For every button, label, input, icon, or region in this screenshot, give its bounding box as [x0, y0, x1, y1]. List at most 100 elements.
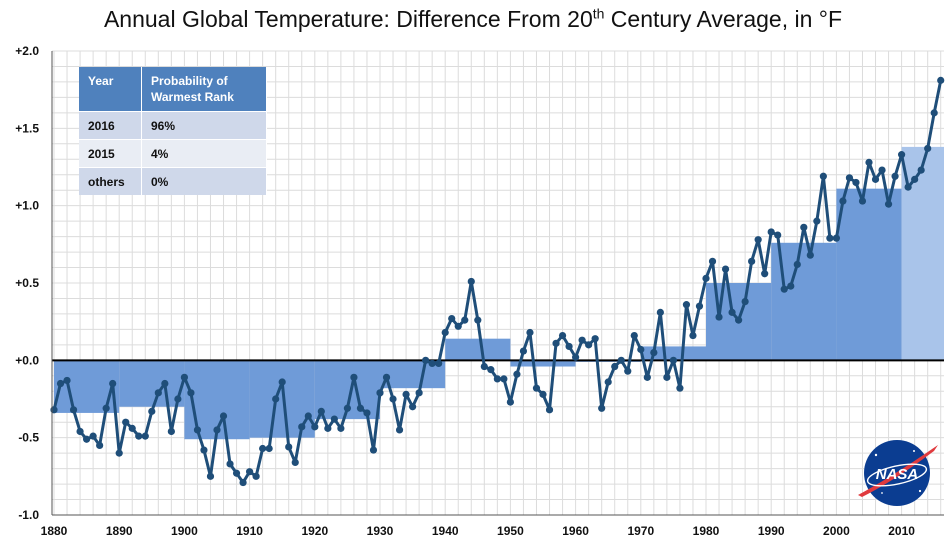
data-point — [317, 407, 325, 415]
data-point — [911, 175, 919, 183]
data-point — [878, 166, 886, 174]
data-point — [676, 384, 684, 392]
data-point — [363, 409, 371, 417]
data-point — [800, 223, 808, 231]
data-point — [565, 342, 573, 351]
data-point — [898, 151, 906, 159]
chart-title: Annual Global Temperature: Difference Fr… — [0, 6, 946, 33]
data-point — [89, 432, 97, 440]
data-point — [50, 406, 58, 414]
data-point — [526, 328, 534, 337]
x-tick-label: 1960 — [562, 524, 589, 538]
data-point — [930, 109, 938, 117]
data-point — [148, 407, 156, 415]
data-point — [128, 424, 136, 432]
data-point — [682, 301, 691, 309]
data-point — [115, 449, 123, 457]
nasa-logo-star — [913, 450, 915, 452]
y-tick-label: +2.0 — [15, 44, 39, 58]
data-point — [617, 356, 625, 364]
nasa-logo-swoosh — [858, 445, 938, 497]
data-point — [122, 418, 130, 426]
data-point — [343, 404, 351, 412]
table-header-probability: Probability of Warmest Rank — [142, 67, 267, 111]
data-point — [500, 375, 508, 383]
data-point — [702, 274, 710, 282]
data-point — [369, 446, 378, 454]
decade-bar — [836, 188, 902, 361]
data-point — [350, 373, 358, 381]
decade-bar — [445, 338, 511, 361]
data-point — [806, 251, 814, 259]
x-tick-label: 2000 — [823, 524, 850, 538]
data-point — [259, 444, 267, 453]
x-tick-label: 1910 — [236, 524, 263, 538]
x-tick-label: 1890 — [106, 524, 133, 538]
data-point — [265, 444, 273, 453]
data-point — [493, 375, 501, 383]
x-tick-label: 1990 — [758, 524, 785, 538]
data-point — [643, 373, 651, 381]
data-point — [767, 228, 775, 236]
data-point — [591, 335, 599, 343]
data-point — [689, 331, 697, 340]
chart-title-superscript: th — [592, 5, 605, 22]
table-cell-probability: 96% — [142, 111, 267, 139]
data-point — [291, 458, 299, 467]
data-point — [337, 424, 345, 432]
data-point — [650, 349, 658, 357]
data-point — [467, 277, 475, 286]
data-point — [865, 158, 873, 166]
data-point — [669, 356, 678, 364]
data-point — [585, 341, 593, 349]
x-tick-label: 1980 — [693, 524, 720, 538]
x-tick-label: 1970 — [627, 524, 654, 538]
data-point — [735, 316, 743, 324]
y-tick-label: -0.5 — [18, 431, 39, 445]
data-point — [311, 423, 319, 431]
data-point — [728, 308, 736, 316]
data-point — [461, 316, 469, 324]
data-point — [389, 395, 397, 403]
nasa-logo-star — [918, 489, 922, 493]
data-point — [219, 412, 228, 420]
warmest-rank-probability-table: Year Probability of Warmest Rank 2016 96… — [79, 67, 267, 195]
data-point — [787, 282, 795, 290]
decade-bar — [119, 360, 185, 407]
data-point — [708, 257, 717, 265]
data-point — [487, 366, 495, 374]
x-tick-label: 1900 — [171, 524, 198, 538]
data-point — [780, 285, 788, 293]
data-point — [56, 379, 65, 388]
data-point — [506, 398, 514, 406]
data-point — [382, 373, 391, 381]
data-point — [96, 441, 104, 449]
data-point — [285, 443, 293, 451]
data-point — [871, 175, 880, 183]
data-point — [774, 231, 782, 239]
data-point — [852, 178, 860, 187]
x-tick-label: 2010 — [888, 524, 915, 538]
data-point — [239, 478, 247, 487]
decade-bar — [510, 360, 576, 367]
data-point — [937, 76, 945, 84]
data-point — [611, 362, 619, 371]
data-point — [135, 432, 143, 440]
data-point — [454, 322, 462, 330]
data-point — [409, 403, 417, 411]
chart-title-end: Century Average, in °F — [604, 6, 843, 32]
data-point — [748, 257, 756, 265]
data-point — [572, 353, 580, 361]
table-cell-probability: 4% — [142, 139, 267, 167]
data-point — [813, 217, 821, 225]
data-point — [193, 426, 202, 434]
table-header-row: Year Probability of Warmest Rank — [79, 67, 267, 111]
data-point — [154, 389, 162, 397]
data-point — [715, 313, 723, 321]
data-point — [324, 424, 332, 432]
data-point — [102, 404, 110, 412]
data-point — [917, 166, 925, 174]
x-tick-label: 1950 — [497, 524, 524, 538]
data-point — [598, 404, 606, 412]
